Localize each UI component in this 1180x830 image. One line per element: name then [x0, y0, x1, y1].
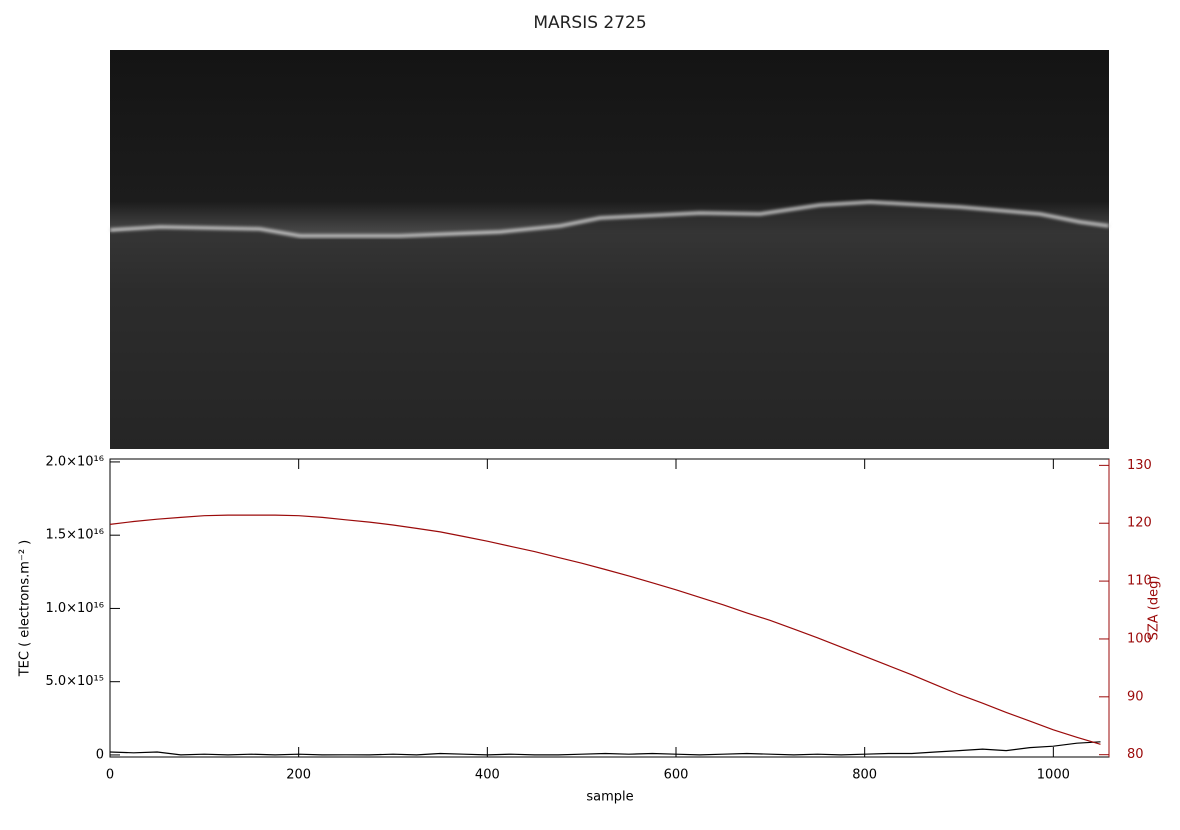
y2-tick-label: 100	[1127, 631, 1152, 646]
x-tick-label: 1000	[1037, 768, 1070, 783]
radargram	[109, 50, 1110, 449]
chart-title: MARSIS 2725	[533, 13, 646, 33]
y-tick-label: 1.0×10¹⁶	[45, 601, 104, 616]
x-axis-label: sample	[586, 790, 633, 805]
x-tick-label: 800	[852, 768, 877, 783]
y2-tick-label: 120	[1127, 516, 1152, 531]
y2-tick-label: 110	[1127, 574, 1152, 589]
y-tick-label: 1.5×10¹⁶	[45, 528, 104, 543]
x-tick-label: 600	[664, 768, 689, 783]
x-tick-label: 200	[286, 768, 311, 783]
y2-axis-label: SZA (deg)	[1147, 576, 1162, 641]
y2-tick-label: 130	[1127, 458, 1152, 473]
data-line	[109, 741, 1101, 756]
y-tick-label: 5.0×10¹⁵	[45, 674, 104, 689]
x-tick-label: 400	[475, 768, 500, 783]
plot-frame	[109, 458, 1110, 758]
y2-tick-label: 80	[1127, 747, 1144, 762]
y-axis-label: TEC ( electrons.m⁻² )	[18, 540, 33, 678]
y2-tick-label: 90	[1127, 689, 1144, 704]
data-line	[109, 514, 1101, 745]
x-tick-label: 0	[106, 768, 114, 783]
y-tick-label: 0	[96, 747, 104, 762]
y-tick-label: 2.0×10¹⁶	[45, 454, 104, 469]
